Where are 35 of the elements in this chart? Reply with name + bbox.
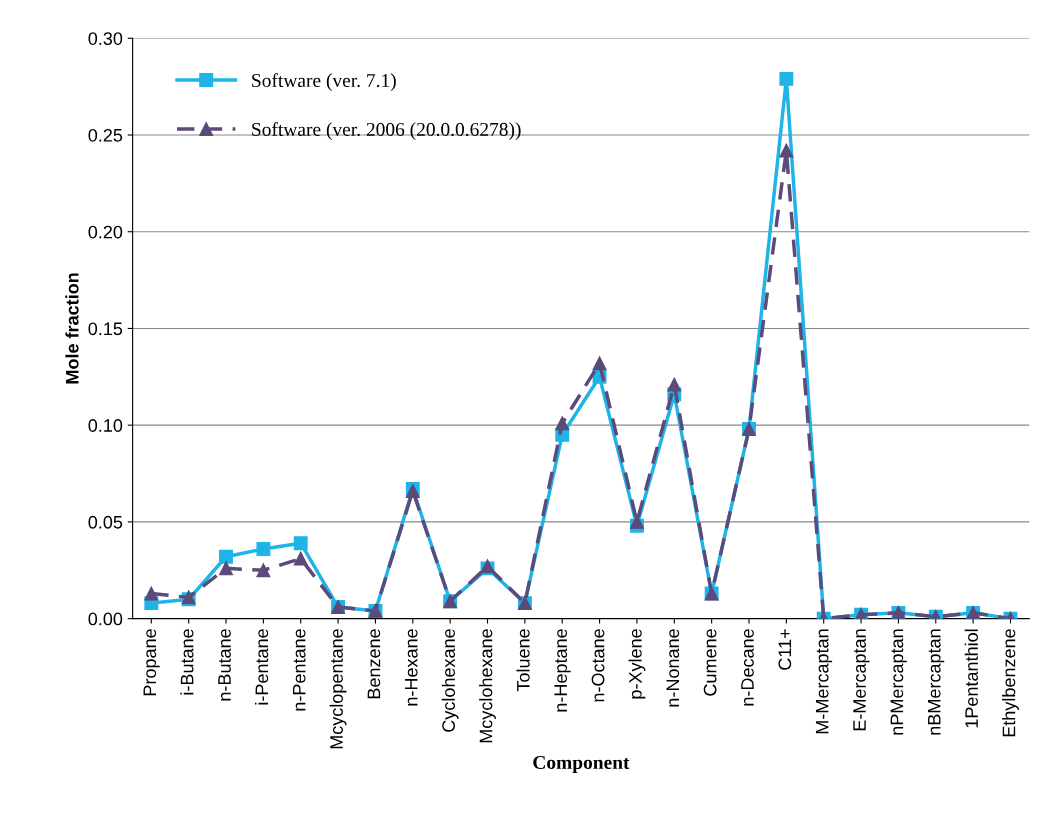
- y-tick-label: 0.00: [88, 612, 123, 626]
- y-tick-label: 0.10: [88, 419, 123, 432]
- x-tick-label: Toluene: [516, 629, 530, 692]
- x-tick-label: Cumene: [703, 629, 717, 696]
- x-tick-label: 1Pentanthiol: [964, 629, 978, 728]
- x-tick-label: Ethylbenzene: [1002, 629, 1019, 737]
- x-tick-label: nPMercaptan: [890, 629, 907, 735]
- y-tick-label: 0.20: [88, 225, 123, 239]
- x-tick-label: i-Pentane: [254, 629, 269, 705]
- y-tick-label: 0.15: [88, 322, 123, 336]
- x-tick-label: Mcyclopentane: [329, 629, 347, 749]
- x-tick-label: Propane: [143, 629, 160, 696]
- legend-label: Software (ver. 2006 (20.0.0.6278)): [252, 122, 521, 140]
- x-tick-label: n-Decane: [741, 629, 754, 706]
- x-tick-label: C11+: [778, 629, 792, 670]
- x-tick-label: E-Mercaptan: [853, 629, 870, 731]
- y-tick-label: 0.05: [88, 515, 123, 529]
- x-tick-label: M-Mercaptan: [815, 629, 833, 734]
- x-tick-label: n-Octane: [591, 629, 605, 702]
- x-tick-label: n-Pentane: [292, 629, 306, 711]
- y-axis-title: Mole fraction: [65, 273, 79, 384]
- x-tick-label: n-Nonane: [666, 629, 680, 707]
- x-tick-label: Mcyclohexane: [479, 629, 496, 743]
- legend-label: Software (ver. 7.1): [252, 73, 396, 91]
- x-tick-label: i-Butane: [180, 629, 194, 695]
- x-tick-label: nBMercaptan: [928, 629, 945, 735]
- x-axis-title: Component: [533, 755, 630, 773]
- x-tick-label: Benzene: [367, 629, 381, 699]
- x-tick-label: n-Hexane: [405, 629, 418, 706]
- x-tick-label: Cyclohexane: [441, 629, 459, 732]
- y-tick-label: 0.30: [88, 32, 123, 45]
- y-tick-label: 0.25: [88, 128, 123, 142]
- x-tick-label: n-Butane: [218, 629, 231, 701]
- x-tick-label: p-Xylene: [628, 629, 646, 699]
- x-tick-label: n-Heptane: [554, 629, 571, 712]
